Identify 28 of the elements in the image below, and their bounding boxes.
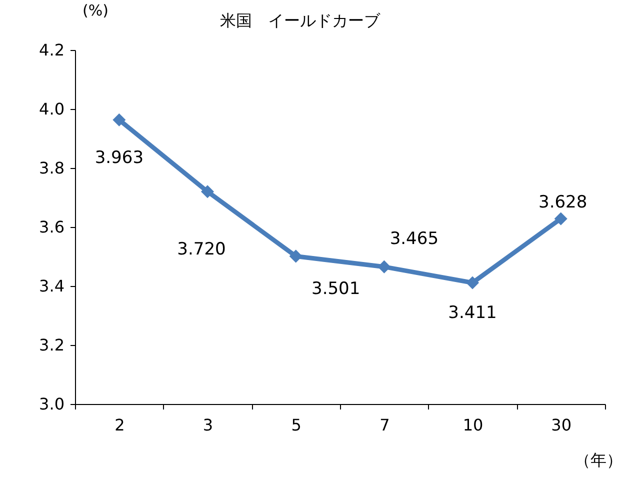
text: 3.628 xyxy=(538,192,588,213)
point xyxy=(289,250,302,263)
text: 3.465 xyxy=(390,228,439,249)
y-tick-label: 4.2 xyxy=(39,40,64,60)
point xyxy=(466,276,480,290)
x-tick-label: 3 xyxy=(202,416,214,434)
text: 3.411 xyxy=(448,302,497,323)
text: 3.720 xyxy=(177,240,226,260)
x-tick-label: 5 xyxy=(291,416,302,434)
x-tick-label: 7 xyxy=(380,416,390,434)
x-tick-label: 30 xyxy=(551,416,572,434)
x-tick-label: 2 xyxy=(114,416,125,434)
y-tick-label: 3.6 xyxy=(39,218,64,236)
y-tick-label: 3.2 xyxy=(39,336,64,354)
y-tick-label: 3.0 xyxy=(39,394,64,414)
y-tick-label: 3.4 xyxy=(39,276,64,296)
chart-title: 米国 イールドカーブ xyxy=(220,11,381,30)
point xyxy=(554,212,568,226)
point xyxy=(200,185,214,198)
x-axis-title: （年） xyxy=(574,450,622,470)
y-tick-label: 3.8 xyxy=(39,158,64,178)
y-tick-label: 4.0 xyxy=(39,100,64,118)
text: 3.963 xyxy=(94,148,144,168)
x-tick-label: 10 xyxy=(462,416,484,434)
point xyxy=(378,260,391,274)
y-axis-title: (%) xyxy=(82,2,108,20)
text: 3.501 xyxy=(311,279,360,300)
point xyxy=(112,113,126,126)
